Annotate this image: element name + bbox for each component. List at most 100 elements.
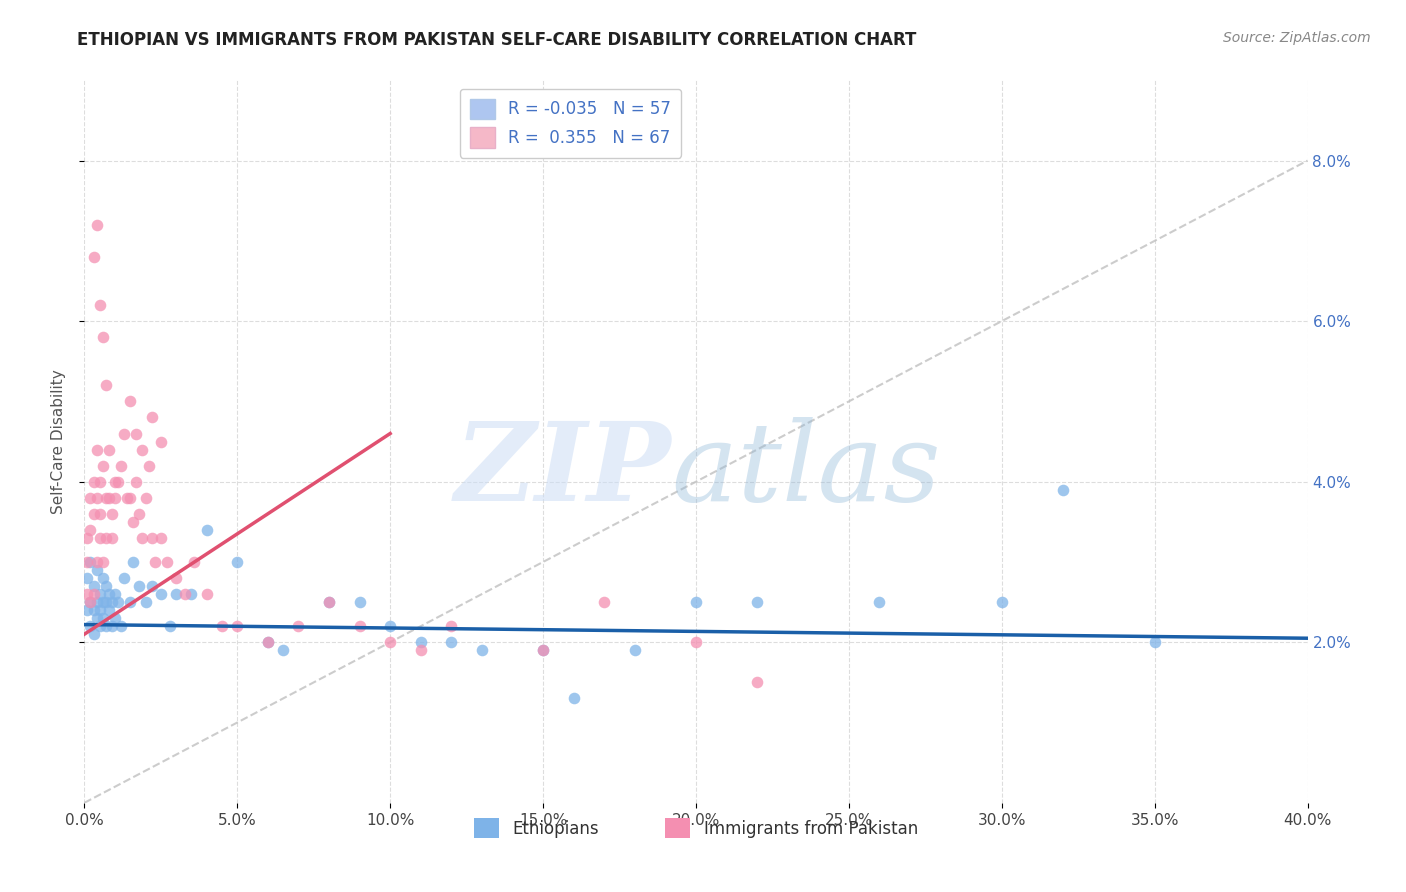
Point: [257, 635, 280, 649]
Point: [101, 507, 124, 521]
Text: atlas: atlas: [672, 417, 941, 524]
Point: [141, 579, 163, 593]
Point: [120, 394, 142, 409]
Point: [101, 531, 124, 545]
Point: [94, 579, 117, 593]
Point: [747, 675, 769, 690]
Point: [107, 595, 129, 609]
Point: [89, 603, 111, 617]
Point: [349, 619, 371, 633]
Point: [79, 595, 101, 609]
Point: [91, 555, 114, 569]
Point: [89, 587, 111, 601]
Point: [112, 426, 135, 441]
Point: [226, 619, 249, 633]
Point: [94, 619, 117, 633]
Point: [86, 491, 108, 505]
Point: [120, 595, 142, 609]
Point: [94, 595, 117, 609]
Point: [125, 426, 148, 441]
Point: [685, 635, 707, 649]
Point: [94, 491, 117, 505]
Point: [1052, 483, 1074, 497]
Point: [131, 531, 153, 545]
Point: [83, 603, 105, 617]
Point: [183, 555, 205, 569]
Point: [79, 555, 101, 569]
Point: [86, 555, 108, 569]
Point: [135, 595, 157, 609]
Y-axis label: Self-Care Disability: Self-Care Disability: [51, 369, 66, 514]
Point: [86, 442, 108, 457]
Text: ZIP: ZIP: [456, 417, 672, 524]
Point: [409, 635, 432, 649]
Point: [104, 611, 127, 625]
Point: [89, 507, 111, 521]
Point: [76, 587, 98, 601]
Point: [135, 491, 157, 505]
Point: [79, 491, 101, 505]
Point: [89, 531, 111, 545]
Point: [104, 491, 127, 505]
Point: [91, 458, 114, 473]
Point: [94, 531, 117, 545]
Point: [83, 475, 105, 489]
Point: [94, 378, 117, 392]
Point: [685, 595, 707, 609]
Point: [138, 458, 160, 473]
Point: [122, 555, 145, 569]
Point: [122, 515, 145, 529]
Point: [531, 643, 554, 657]
Point: [257, 635, 280, 649]
Point: [180, 587, 202, 601]
Point: [79, 523, 101, 537]
Point: [149, 587, 172, 601]
Point: [128, 507, 150, 521]
Point: [318, 595, 340, 609]
Point: [440, 619, 463, 633]
Point: [91, 571, 114, 585]
Point: [531, 643, 554, 657]
Point: [89, 619, 111, 633]
Point: [380, 635, 402, 649]
Point: [115, 491, 138, 505]
Point: [86, 218, 108, 232]
Point: [97, 587, 120, 601]
Point: [79, 595, 101, 609]
Point: [91, 330, 114, 344]
Point: [869, 595, 891, 609]
Point: [195, 587, 218, 601]
Point: [141, 531, 163, 545]
Point: [440, 635, 463, 649]
Point: [991, 595, 1014, 609]
Point: [409, 643, 432, 657]
Point: [1143, 635, 1166, 649]
Point: [83, 627, 105, 641]
Point: [97, 491, 120, 505]
Point: [91, 595, 114, 609]
Point: [101, 595, 124, 609]
Point: [83, 587, 105, 601]
Point: [165, 587, 187, 601]
Point: [211, 619, 233, 633]
Point: [112, 571, 135, 585]
Point: [165, 571, 187, 585]
Text: ETHIOPIAN VS IMMIGRANTS FROM PAKISTAN SELF-CARE DISABILITY CORRELATION CHART: ETHIOPIAN VS IMMIGRANTS FROM PAKISTAN SE…: [77, 31, 917, 49]
Point: [104, 587, 127, 601]
Point: [101, 619, 124, 633]
Point: [110, 619, 132, 633]
Point: [143, 555, 166, 569]
Legend: Ethiopians, Immigrants from Pakistan: Ethiopians, Immigrants from Pakistan: [467, 812, 925, 845]
Point: [174, 587, 197, 601]
Point: [471, 643, 494, 657]
Point: [747, 595, 769, 609]
Point: [624, 643, 647, 657]
Point: [83, 507, 105, 521]
Point: [89, 298, 111, 312]
Point: [110, 458, 132, 473]
Point: [89, 475, 111, 489]
Point: [226, 555, 249, 569]
Point: [76, 603, 98, 617]
Point: [562, 691, 585, 706]
Point: [271, 643, 294, 657]
